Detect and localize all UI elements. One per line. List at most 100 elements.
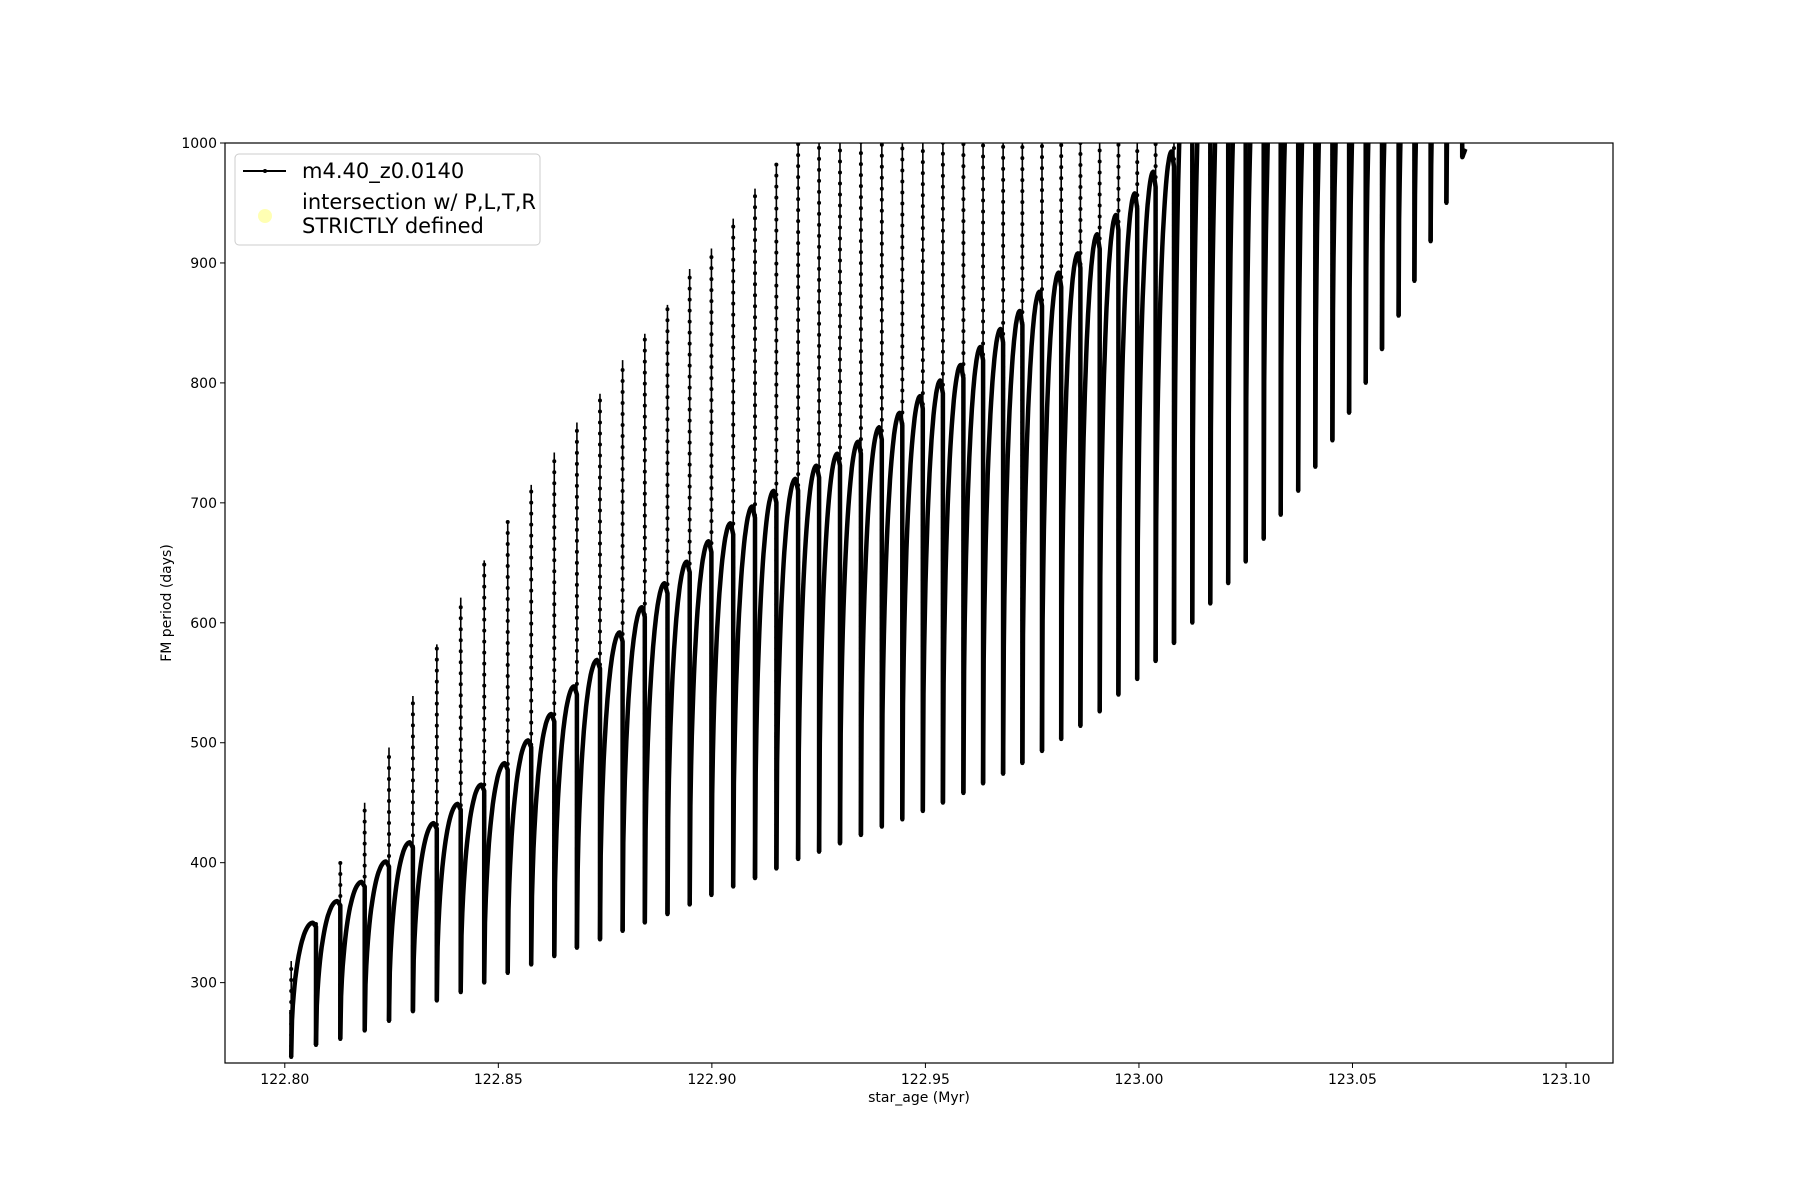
spike-point <box>1429 63 1433 67</box>
spike-point <box>597 574 602 579</box>
legend-label-intersection-line1: intersection w/ P,L,T,R <box>302 190 536 214</box>
spike-point <box>1330 196 1335 201</box>
spike-point <box>1020 189 1025 194</box>
spike-point <box>731 521 736 526</box>
y-tick-label: 400 <box>190 856 217 872</box>
spike-point <box>1330 64 1334 68</box>
spike-point <box>1364 18 1368 22</box>
x-tick-label: 123.05 <box>1328 1072 1377 1088</box>
spike-point <box>1001 177 1006 182</box>
spike-point <box>362 907 367 912</box>
spike-point <box>505 883 510 888</box>
spike-point <box>837 555 842 560</box>
spike-point <box>879 593 884 598</box>
spike-point <box>753 348 758 353</box>
spike-point <box>1097 511 1102 516</box>
spike-point <box>1097 236 1102 241</box>
spike-point <box>900 103 904 107</box>
cycle-arch <box>1412 143 1433 281</box>
spike-point <box>1190 71 1194 75</box>
spike-point <box>1059 242 1064 247</box>
spike-point <box>1020 585 1025 590</box>
spike-point <box>574 725 579 730</box>
spike-point <box>774 701 779 706</box>
spike-point <box>1078 75 1082 79</box>
spike-point <box>1278 314 1283 319</box>
spike-point <box>458 682 463 687</box>
spike-point <box>687 297 692 302</box>
spike-point <box>1098 83 1102 87</box>
spike-point <box>482 859 487 864</box>
spike-point <box>1059 451 1064 456</box>
spike-point <box>1001 46 1005 50</box>
spike-point <box>1020 442 1025 447</box>
spike-point <box>961 483 966 488</box>
spike-point <box>1135 446 1140 451</box>
x-axis-label: star_age (Myr) <box>868 1090 970 1106</box>
spike-point <box>1078 316 1083 321</box>
spike-point <box>817 255 822 260</box>
spike-point <box>1279 139 1283 143</box>
spike-point <box>1364 62 1368 66</box>
spike-point <box>1296 5 1300 9</box>
spike-point <box>620 599 625 604</box>
spike-point <box>1171 168 1176 173</box>
spike-point <box>981 407 986 412</box>
spike-point <box>1380 105 1384 109</box>
spike-point <box>1116 44 1120 48</box>
spike-point <box>817 706 822 711</box>
spike-point <box>1379 160 1384 165</box>
spike-point <box>817 629 822 634</box>
x-tick-label: 122.80 <box>260 1072 309 1088</box>
spike-point <box>1135 204 1140 209</box>
spike-point <box>774 415 779 420</box>
spike-point <box>1135 303 1140 308</box>
spike-point <box>482 793 487 798</box>
cycle-arch <box>1097 212 1121 712</box>
spike-point <box>774 305 779 310</box>
spike-point <box>1097 412 1102 417</box>
spike-point <box>529 610 534 615</box>
spike-point <box>1296 213 1301 218</box>
spike-point <box>620 500 625 505</box>
spike-point <box>920 479 925 484</box>
spike-point <box>1208 249 1213 254</box>
spike-point <box>1363 160 1368 165</box>
spike-point <box>1412 59 1416 63</box>
spike-point <box>731 389 736 394</box>
spike-point <box>1001 276 1006 281</box>
spike-point <box>1020 167 1025 172</box>
spike-point <box>410 756 415 761</box>
spike-point <box>1078 53 1082 57</box>
spike-point <box>1153 285 1158 290</box>
spike-point <box>1261 294 1266 299</box>
spike-point <box>961 230 966 235</box>
spike-point <box>817 464 822 469</box>
legend-label-intersection-line2: STRICTLY defined <box>302 214 484 238</box>
spike-point <box>505 685 510 690</box>
spike-point <box>961 329 966 334</box>
spike-point <box>1347 15 1351 19</box>
spike-point <box>597 695 602 700</box>
spike-point <box>620 445 625 450</box>
spike-point <box>687 550 692 555</box>
spike-point <box>709 277 714 282</box>
spike-point <box>574 549 579 554</box>
spike-point <box>338 872 343 877</box>
spike-point <box>642 458 647 463</box>
spike-point <box>1135 347 1140 352</box>
spike-point <box>1059 396 1064 401</box>
spike-point <box>940 437 945 442</box>
spike-point <box>505 520 510 525</box>
spike-point <box>1059 462 1064 467</box>
spike-point <box>1347 223 1352 228</box>
spike-point <box>1001 474 1006 479</box>
spike-point <box>981 572 986 577</box>
spike-point <box>434 712 439 717</box>
spike-point <box>940 393 945 398</box>
spike-point <box>753 634 758 639</box>
spike-point <box>687 495 692 500</box>
spike-point <box>796 76 800 80</box>
spike-point <box>940 536 945 541</box>
spike-point <box>1313 178 1318 183</box>
